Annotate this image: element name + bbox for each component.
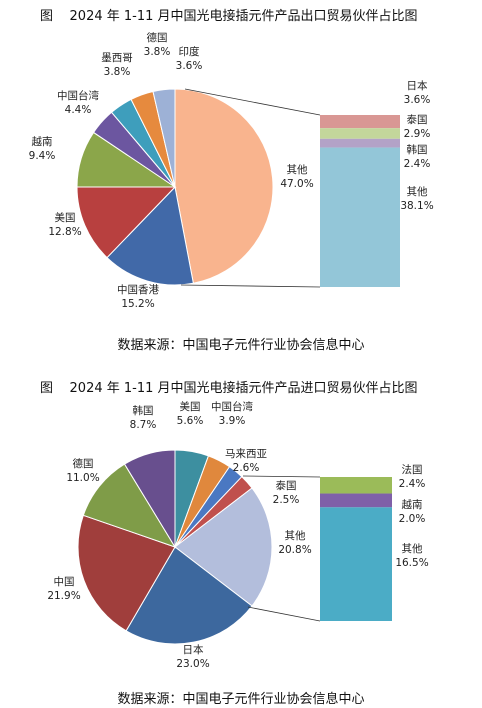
slice-label-name-6: 德国 [147,31,168,44]
slice-label-name-1: 中国台湾 [211,400,253,413]
breakdown-label-value-0: 3.6% [404,94,431,106]
slice-label-value-0: 5.6% [177,415,204,427]
breakdown-label-name-1: 越南 [402,498,423,511]
slice-label-value-7: 11.0% [66,472,99,484]
export-chart-source: 数据来源：中国电子元件行业协会信息中心 [117,338,365,353]
pie-slice-2 [76,186,177,259]
pie-slice-8 [123,449,176,549]
breakdown-label-name-2: 其他 [402,542,423,555]
pie-slice-4 [174,487,273,607]
breakdown-bar-0 [320,115,400,129]
slice-label-value-4: 4.4% [65,104,92,116]
pie-slice-1 [106,185,194,286]
breakdown-bar-1 [320,493,392,508]
pie-slice-7 [82,463,177,548]
connector-top [242,475,321,478]
slice-label-name-8: 韩国 [133,404,154,417]
slice-label-value-5: 23.0% [176,658,209,670]
breakdown-bar-1 [320,128,400,139]
breakdown-bar-0 [320,477,392,494]
pie-slice-6 [77,514,176,632]
export-pie-chart: 其他 47.0% 中国香港 15.2% 美国 12.8% 越南 9.4% 中国台湾 4.4% 墨西哥… [29,31,434,310]
slice-label-name-5: 墨西哥 [101,52,133,64]
slice-label-name-1: 中国香港 [117,283,159,296]
breakdown-label-value-2: 2.4% [404,158,431,170]
slice-label-name-4: 中国台湾 [57,89,99,102]
slice-label-name-0: 其他 [287,163,308,176]
breakdown-label-name-1: 泰国 [407,113,428,126]
connector-top [184,88,321,116]
import-pie-chart: 美国 5.6% 中国台湾 3.9% 马来西亚 2.6% 泰国 2.5% 其他 20.8% 日本 23.… [47,400,428,670]
breakdown-bar-2 [320,507,392,621]
slice-label-value-7: 3.6% [176,60,203,72]
slice-label-name-3: 越南 [32,135,53,148]
slice-label-value-4: 20.8% [278,544,311,556]
breakdown-label-value-0: 2.4% [399,478,426,490]
breakdown-label-name-0: 法国 [402,463,423,476]
slice-label-value-3: 9.4% [29,150,56,162]
breakdown-label-name-2: 韩国 [407,143,428,156]
slice-label-value-2: 2.6% [233,462,260,474]
pie-slices [77,449,273,645]
breakdown-label-value-1: 2.9% [404,128,431,140]
breakdown-label-value-1: 2.0% [399,513,426,525]
pie-slices [76,88,274,286]
breakdown-bar-2 [320,138,400,148]
breakdown-label-name-3: 其他 [407,185,428,198]
pie-slice-5 [125,546,253,645]
connector-bottom [247,606,321,622]
breakdown-label-value-2: 16.5% [395,557,428,569]
slice-label-name-4: 其他 [285,529,306,542]
slice-label-name-6: 中国 [54,575,75,588]
slice-label-value-8: 8.7% [130,419,157,431]
breakdown-label-name-0: 日本 [407,79,428,92]
breakdown-label-value-3: 38.1% [400,200,433,212]
slice-label-name-0: 美国 [180,400,201,413]
slice-label-name-5: 日本 [183,643,204,656]
slice-label-value-6: 3.8% [144,46,171,58]
breakdown-bar-3 [320,147,400,287]
pie-slice-7 [152,88,176,188]
slice-label-name-7: 德国 [73,457,94,470]
slice-label-name-2: 马来西亚 [225,448,267,460]
slice-label-name-3: 泰国 [276,479,297,492]
slice-label-value-2: 12.8% [48,226,81,238]
slice-label-value-6: 21.9% [47,590,80,602]
pie-slice-0 [174,88,274,284]
slice-label-name-2: 美国 [55,211,76,224]
slice-label-value-1: 3.9% [219,415,246,427]
import-chart-title: 图 2024 年 1-11 月中国光电接插元件产品进口贸易伙伴占比图 [40,381,418,396]
import-chart-source: 数据来源：中国电子元件行业协会信息中心 [117,692,365,707]
export-chart-title: 图 2024 年 1-11 月中国光电接插元件产品出口贸易伙伴占比图 [40,9,418,24]
slice-label-value-0: 47.0% [280,178,313,190]
slice-label-value-3: 2.5% [273,494,300,506]
connector-bottom [180,284,321,288]
slice-label-value-1: 15.2% [121,298,154,310]
slice-label-name-7: 印度 [179,45,200,58]
slice-label-value-5: 3.8% [104,66,131,78]
